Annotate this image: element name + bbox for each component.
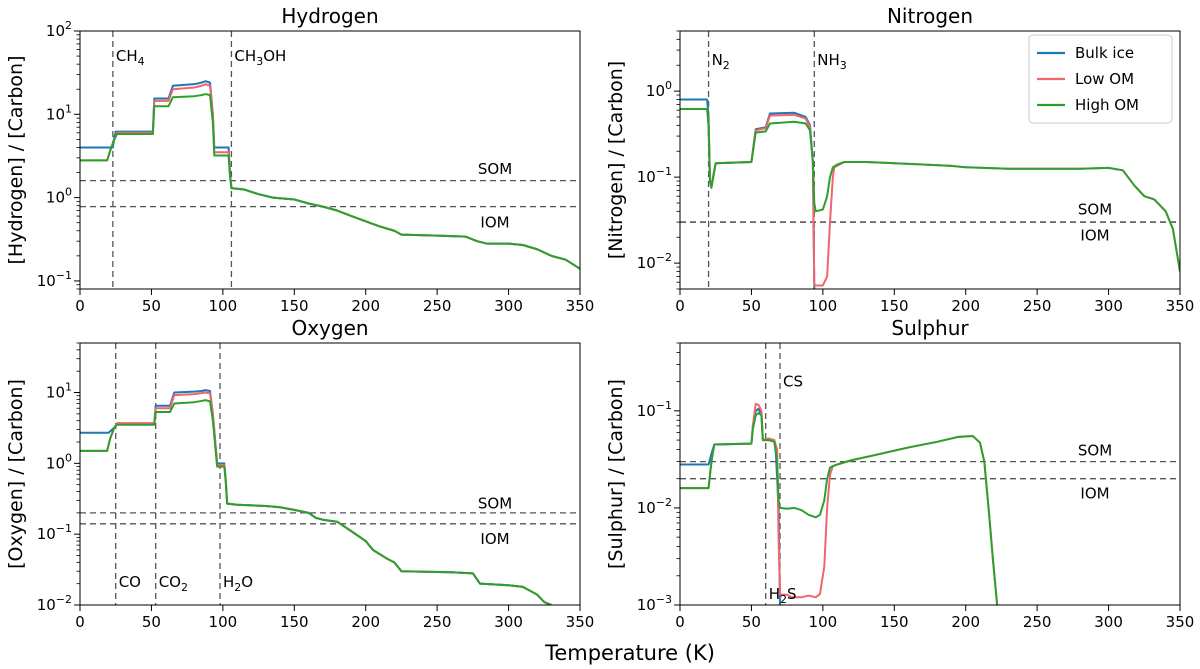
panel-nitrogen: Nitrogen [Nitrogen] / [Carbon] 0 50 100 150 20… — [605, 4, 1194, 315]
oxygen-axes-frame — [79, 342, 581, 606]
legend-frame — [1028, 34, 1173, 124]
y-tick-label: 10−2 — [637, 496, 672, 517]
som-label: SOM — [478, 495, 512, 513]
y-tick-label: 101 — [46, 381, 72, 402]
x-tick-label: 200 — [351, 613, 380, 631]
x-tick-label: 350 — [566, 297, 595, 315]
x-tick-label: 50 — [142, 297, 161, 315]
x-tick-label: 50 — [142, 613, 161, 631]
y-tick-label: 101 — [46, 102, 72, 123]
legend: Bulk ice Low OM High OM — [1028, 34, 1173, 124]
sulphur-title: Sulphur — [891, 316, 969, 340]
x-tick-label: 300 — [1094, 297, 1123, 315]
hydrogen-ylabel: [Hydrogen] / [Carbon] — [5, 56, 27, 265]
y-tick-label: 102 — [46, 19, 72, 40]
series-high-om — [680, 107, 1180, 272]
x-tick-label: 50 — [742, 297, 761, 315]
y-tick-label: 10−2 — [37, 593, 72, 614]
iom-label: IOM — [1080, 485, 1109, 503]
h2s-species-label: H2S — [769, 585, 797, 606]
oxygen-ylabel: [Oxygen] / [Carbon] — [5, 379, 27, 569]
x-tick-label: 300 — [494, 297, 523, 315]
legend-label-bulk-ice: Bulk ice — [1075, 44, 1134, 62]
iom-label: IOM — [480, 214, 509, 232]
series-bulk-ice — [680, 407, 781, 605]
y-tick-label: 10−1 — [637, 399, 672, 420]
hydrogen-title: Hydrogen — [281, 4, 378, 28]
som-label: SOM — [478, 160, 512, 178]
ch3oh-species-label: CH3OH — [234, 47, 286, 68]
x-tick-label: 350 — [566, 613, 595, 631]
y-tick-label: 10−1 — [37, 269, 72, 290]
iom-label: IOM — [480, 530, 509, 548]
x-tick-label: 200 — [951, 297, 980, 315]
sulphur-axes-frame — [679, 342, 1181, 606]
co-species-label: CO — [119, 573, 141, 591]
x-tick-label: 150 — [880, 297, 909, 315]
h2o-species-label: H2O — [223, 573, 253, 594]
series-high-om — [80, 399, 552, 605]
x-tick-label: 250 — [423, 613, 452, 631]
y-tick-label: 100 — [646, 79, 672, 100]
y-tick-label: 10−1 — [37, 522, 72, 543]
y-tick-label: 10−2 — [637, 251, 672, 272]
x-tick-label: 150 — [880, 613, 909, 631]
x-tick-label: 300 — [494, 613, 523, 631]
x-tick-label: 50 — [742, 613, 761, 631]
x-tick-label: 300 — [1094, 613, 1123, 631]
nitrogen-ylabel: [Nitrogen] / [Carbon] — [605, 61, 627, 259]
x-tick-label: 250 — [423, 297, 452, 315]
panel-oxygen: Oxygen [Oxygen] / [Carbon] 0 50 100 150 200 250… — [5, 316, 594, 631]
figure-xlabel: Temperature (K) — [544, 641, 715, 665]
y-tick-label: 10−3 — [637, 593, 672, 614]
series-high-om — [680, 412, 999, 605]
x-tick-label: 100 — [809, 297, 838, 315]
series-low-om — [680, 402, 999, 605]
x-tick-label: 350 — [1166, 297, 1195, 315]
x-tick-label: 100 — [209, 297, 238, 315]
x-tick-label: 350 — [1166, 613, 1195, 631]
x-tick-label: 150 — [280, 613, 309, 631]
ch4-species-label: CH4 — [116, 47, 145, 68]
y-tick-label: 10−1 — [637, 165, 672, 186]
y-tick-label: 100 — [46, 186, 72, 207]
co2-species-label: CO2 — [159, 573, 188, 594]
cs-species-label: CS — [783, 373, 803, 391]
x-tick-label: 100 — [809, 613, 838, 631]
y-tick-label: 100 — [46, 451, 72, 472]
som-label: SOM — [1078, 201, 1112, 219]
series-high-om — [80, 93, 580, 270]
n2-species-label: N2 — [712, 51, 730, 72]
x-tick-label: 0 — [75, 297, 85, 315]
x-tick-label: 200 — [351, 297, 380, 315]
som-label: SOM — [1078, 442, 1112, 460]
legend-label-high-om: High OM — [1075, 96, 1139, 114]
series-bulk-ice — [680, 98, 816, 289]
iom-label: IOM — [1080, 226, 1109, 244]
x-tick-label: 0 — [75, 613, 85, 631]
x-tick-label: 100 — [209, 613, 238, 631]
x-tick-label: 250 — [1023, 613, 1052, 631]
nitrogen-title: Nitrogen — [887, 4, 973, 28]
nitrogen-axes-frame — [679, 30, 1181, 290]
x-tick-label: 200 — [951, 613, 980, 631]
panel-sulphur: Sulphur [Sulphur] / [Carbon] 0 50 100 150 200 2… — [605, 316, 1194, 631]
hydrogen-axes-frame — [79, 30, 581, 290]
oxygen-title: Oxygen — [291, 316, 368, 340]
x-tick-label: 0 — [675, 297, 685, 315]
nh3-species-label: NH3 — [817, 51, 847, 72]
x-tick-label: 0 — [675, 613, 685, 631]
x-tick-label: 250 — [1023, 297, 1052, 315]
sulphur-ylabel: [Sulphur] / [Carbon] — [605, 379, 627, 569]
x-tick-label: 150 — [280, 297, 309, 315]
panel-hydrogen: Hydrogen [Hydrogen] / [Carbon] 0 50 100 150 20… — [5, 4, 594, 315]
legend-label-low-om: Low OM — [1075, 70, 1134, 88]
